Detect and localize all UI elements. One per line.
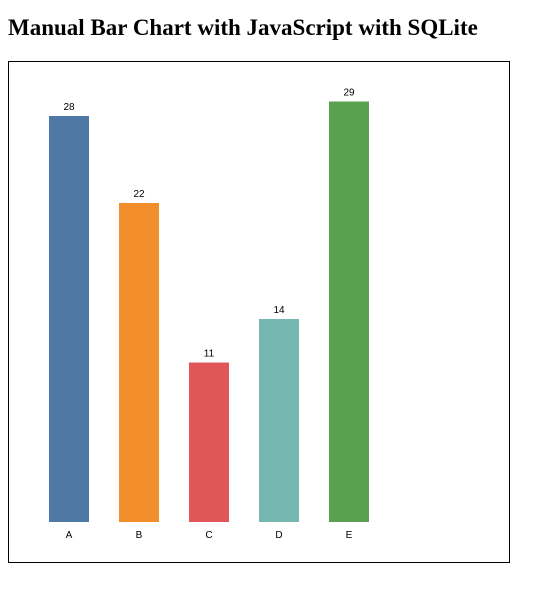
bar-value-label: 11 — [204, 349, 215, 360]
bar-e — [329, 101, 369, 522]
bar-a — [49, 116, 89, 522]
category-label: A — [66, 530, 73, 541]
bar-d — [259, 319, 299, 522]
bar-value-label: 29 — [343, 88, 355, 99]
chart-frame: 28 A 22 B 11 C 14 D 29 E — [8, 61, 510, 563]
bar-chart: 28 A 22 B 11 C 14 D 29 E — [49, 88, 369, 541]
bar-c — [189, 362, 229, 522]
bar-value-label: 28 — [63, 102, 75, 113]
page-title: Manual Bar Chart with JavaScript with SQ… — [8, 15, 478, 40]
category-label: B — [136, 530, 143, 541]
category-label: E — [346, 530, 353, 541]
bar-value-label: 22 — [133, 189, 145, 200]
category-label: C — [205, 530, 212, 541]
category-label: D — [275, 530, 282, 541]
bar-value-label: 14 — [273, 305, 285, 316]
bar-b — [119, 203, 159, 522]
